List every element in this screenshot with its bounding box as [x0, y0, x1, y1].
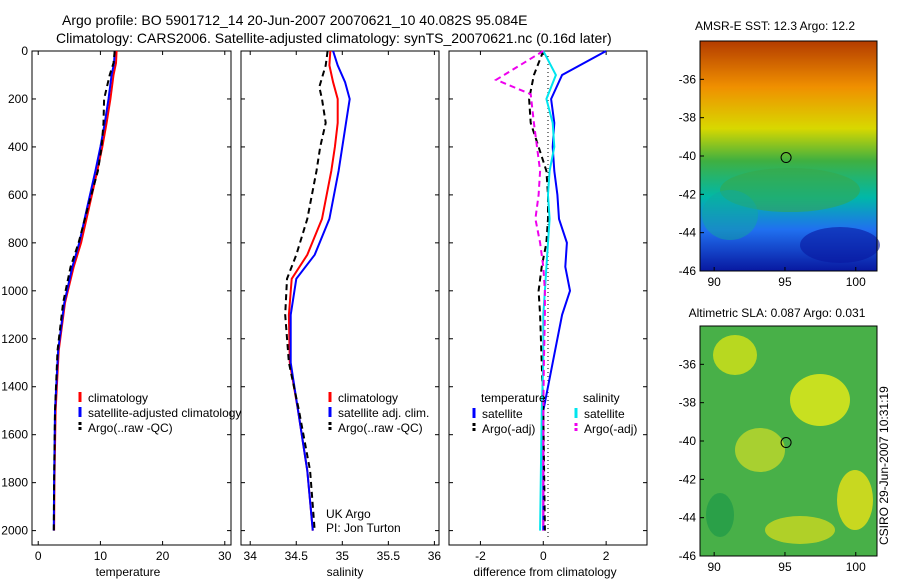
x-tick-label: 0 [35, 549, 42, 563]
legend-label-salinity-argo-adj: Argo(-adj) [584, 422, 637, 436]
series-line-argo-raw-qc [52, 50, 116, 531]
sst-map-title: AMSR-E SST: 12.3 Argo: 12.2 [695, 19, 855, 33]
map-x-tick-label: 95 [778, 275, 792, 289]
legend-label-temperature-argo-adj: Argo(-adj) [482, 422, 535, 436]
map-x-tick-label: 100 [846, 275, 866, 289]
sla-map-panel: Altimetric SLA: 0.087 Argo: 0.031 -36 -38… [679, 306, 878, 574]
temperature-axis-label: temperature [96, 565, 161, 579]
map-y-tick-label: -42 [679, 187, 697, 201]
y-tick-label: 1200 [1, 332, 28, 346]
map-y-tick-label: -38 [679, 111, 697, 125]
map-y-tick-label: -38 [679, 396, 697, 410]
y-tick-label: 2000 [1, 524, 28, 538]
sla-patch-2 [790, 374, 850, 426]
salinity-panel: 34 34.5 35 35.5 36 salinity UK Argo PI: Jon … [240, 50, 442, 579]
map-y-tick-label: -44 [679, 511, 697, 525]
legend-title-salinity: salinity [583, 391, 620, 405]
y-tick-label: 200 [8, 92, 28, 106]
x-tick-label: 2 [603, 549, 610, 563]
timestamp-stamp: CSIRO 29-Jun-2007 10:31:19 [877, 386, 891, 545]
legend-label-temperature-satellite: satellite [482, 407, 523, 421]
map-y-tick-label: -40 [679, 434, 697, 448]
difference-axis-label: difference from climatology [473, 565, 616, 579]
figure-title-line-1: Argo profile: BO 5901712_14 20-Jun-2007 … [62, 12, 528, 28]
legend-label-salinity-satellite: satellite [584, 407, 625, 421]
map-x-tick-label: 95 [778, 560, 792, 574]
x-tick-label: 36 [428, 549, 442, 563]
series-line-temperature-satellite [542, 50, 607, 531]
sla-patch-5 [706, 493, 734, 537]
sst-warm-patch [720, 168, 860, 212]
legend-label-satellite-adjusted-climatology: satellite-adjusted climatology [88, 406, 241, 420]
note-uk-argo: UK Argo [326, 507, 371, 521]
series-line-temperature-argo-adj [528, 50, 549, 531]
series-line-argo-raw-qc [284, 50, 329, 531]
difference-panel: -2 0 2 difference from climatology tempera… [448, 50, 648, 579]
x-tick-label: 35.5 [377, 549, 401, 563]
y-tick-label: 400 [8, 140, 28, 154]
sla-map-title: Altimetric SLA: 0.087 Argo: 0.031 [689, 306, 866, 320]
sla-patch-4 [837, 470, 873, 530]
sst-cool-patch [702, 190, 758, 240]
map-x-tick-label: 100 [846, 560, 866, 574]
y-tick-label: 1000 [1, 284, 28, 298]
x-tick-label: 34.5 [285, 549, 309, 563]
legend-label-satellite-adj-clim: satellite adj. clim. [338, 406, 429, 420]
legend-label-argo-raw-qc: Argo(..raw -QC) [88, 421, 173, 435]
y-tick-label: 800 [8, 236, 28, 250]
series-line-salinity-satellite [539, 50, 557, 531]
legend-label-argo-raw-qc: Argo(..raw -QC) [338, 421, 423, 435]
map-x-tick-label: 90 [707, 560, 721, 574]
map-y-tick-label: -44 [679, 226, 697, 240]
y-tick-label: 1400 [1, 380, 28, 394]
x-tick-label: -2 [475, 549, 486, 563]
series-line-satellite-adj-clim [289, 50, 351, 531]
legend-label-climatology: climatology [338, 391, 398, 405]
map-y-tick-label: -40 [679, 149, 697, 163]
y-tick-label: 1800 [1, 476, 28, 490]
sst-map-panel: AMSR-E SST: 12.3 Argo: 12.2 -36 -38 -40 -42… [679, 19, 880, 289]
series-line-climatology [53, 50, 118, 531]
sla-patch-1 [713, 335, 757, 375]
legend-title-temperature: temperature [481, 391, 546, 405]
x-tick-label: 34 [244, 549, 258, 563]
map-y-tick-label: -36 [679, 72, 697, 86]
x-tick-label: 30 [218, 549, 232, 563]
x-tick-label: 20 [156, 549, 170, 563]
temperature-axes-frame [31, 50, 232, 546]
sla-patch-6 [765, 516, 835, 544]
sst-deep-patch [800, 227, 880, 263]
y-tick-label: 0 [21, 44, 28, 58]
sla-patch-3 [735, 428, 785, 472]
salinity-axis-label: salinity [327, 565, 364, 579]
difference-axes-frame [448, 50, 648, 546]
figure-title-line-2: Climatology: CARS2006. Satellite-adjuste… [56, 30, 612, 46]
map-y-tick-label: -42 [679, 472, 697, 486]
map-y-tick-label: -46 [679, 549, 697, 563]
salinity-axes-frame [240, 50, 440, 546]
x-tick-label: 0 [540, 549, 547, 563]
y-tick-label: 1600 [1, 428, 28, 442]
note-pi: PI: Jon Turton [326, 521, 401, 535]
legend-label-climatology: climatology [88, 391, 148, 405]
series-line-climatology [287, 50, 339, 531]
map-y-tick-label: -46 [679, 264, 697, 278]
argo-location-marker [780, 437, 792, 449]
argo-location-marker [780, 152, 792, 164]
map-y-tick-label: -36 [679, 357, 697, 371]
series-line-salinity-argo-adj [493, 50, 546, 531]
map-x-tick-label: 90 [707, 275, 721, 289]
temperature-panel: 0 200 400 600 800 1000 1200 1400 1600 1800 2000 0 1… [1, 44, 241, 579]
y-tick-label: 600 [8, 188, 28, 202]
series-line-satellite-adjusted-climatology [52, 50, 116, 531]
x-tick-label: 35 [336, 549, 350, 563]
x-tick-label: 10 [94, 549, 108, 563]
